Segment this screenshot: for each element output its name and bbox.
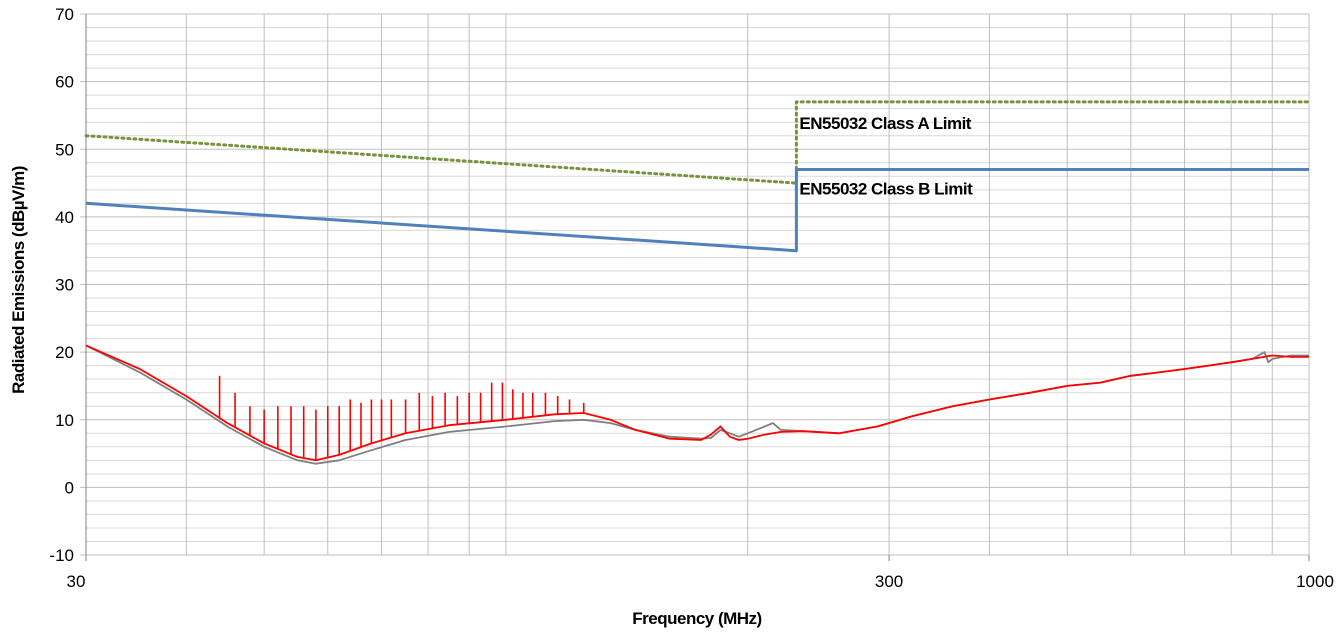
y-tick-label: 70	[55, 5, 74, 24]
y-tick-label: 50	[55, 140, 74, 159]
x-axis-title: Frequency (MHz)	[632, 609, 761, 628]
y-axis-title: Radiated Emissions (dBµV/m)	[9, 166, 28, 394]
y-tick-label: 30	[55, 276, 74, 295]
labels-layer: -10 0 10 20 30 40 50 60 70 30 300 1000 EN55032 Class…	[49, 5, 1333, 591]
y-tick-label: 60	[55, 73, 74, 92]
class-b-line	[85, 168, 1309, 253]
y-tick-label: -10	[49, 546, 74, 565]
x-tick-label: 30	[67, 572, 86, 591]
class-a-line	[84, 100, 1311, 185]
y-tick-label: 0	[65, 478, 74, 497]
emissions-red-line	[85, 344, 1309, 462]
y-tick-label: 40	[55, 208, 74, 227]
x-tick-label: 1000	[1296, 572, 1334, 591]
grid	[80, 13, 1310, 561]
series-layer	[84, 100, 1311, 465]
y-tick-label: 10	[55, 411, 74, 430]
y-tick-label: 20	[55, 343, 74, 362]
class-b-limit-label: EN55032 Class B Limit	[799, 180, 973, 199]
x-tick-label: 300	[875, 572, 903, 591]
class-a-limit-label: EN55032 Class A Limit	[799, 114, 971, 133]
